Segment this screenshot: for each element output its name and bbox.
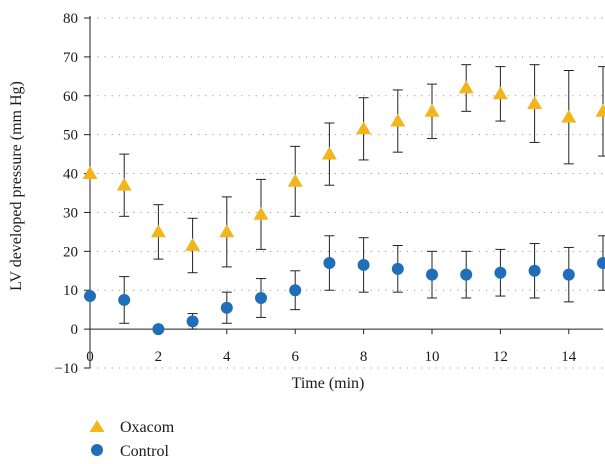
point-control [562, 268, 575, 281]
point-control [494, 266, 507, 279]
point-control [460, 268, 473, 281]
point-oxacom [356, 121, 372, 135]
x-axis-title: Time (min) [292, 375, 365, 392]
legend: Oxacom Control [89, 419, 175, 460]
point-oxacom [287, 173, 303, 187]
point-oxacom [253, 206, 269, 220]
point-control [186, 315, 199, 328]
x-tick-label: 8 [360, 349, 368, 365]
point-oxacom [527, 96, 543, 109]
point-control [220, 301, 233, 314]
y-tick-label: 80 [63, 11, 78, 27]
legend-label-oxacom: Oxacom [120, 419, 175, 436]
point-oxacom [492, 86, 508, 100]
y-tick-label: 20 [63, 244, 78, 260]
point-oxacom [150, 224, 166, 238]
x-tick-label: 14 [561, 349, 577, 365]
point-oxacom [219, 224, 235, 238]
x-tick-label: 4 [223, 349, 231, 365]
y-tick-label: −10 [55, 361, 78, 377]
point-control [118, 293, 131, 306]
point-control [597, 257, 605, 269]
point-control [289, 284, 302, 297]
y-tick-label: 0 [71, 322, 79, 338]
point-oxacom [561, 109, 577, 123]
point-oxacom [424, 103, 440, 117]
x-tick-label: 0 [86, 349, 94, 365]
x-tick-label: 2 [155, 349, 163, 365]
point-control [255, 292, 267, 304]
y-tick-label: 30 [63, 205, 78, 221]
y-tick-label: 70 [63, 50, 78, 66]
legend-marker-oxacom [89, 420, 105, 432]
point-control [391, 262, 404, 275]
point-control [528, 264, 541, 277]
tick-labels: −10 0 10 20 30 40 50 60 70 80 0 2 4 6 8 10 12 14 [55, 11, 577, 377]
grid [90, 17, 603, 369]
point-oxacom [321, 146, 337, 160]
x-tick-label: 10 [425, 349, 440, 365]
y-tick-label: 50 [63, 128, 78, 144]
y-tick-label: 60 [63, 89, 78, 105]
axes [84, 16, 603, 369]
point-oxacom [185, 238, 201, 251]
x-tick-label: 12 [493, 349, 508, 365]
y-tick-label: 10 [63, 283, 78, 299]
y-tick-label: 40 [63, 167, 78, 183]
point-control [323, 257, 336, 269]
y-axis-title: LV developed pressure (mm Hg) [8, 81, 25, 291]
legend-marker-control [91, 444, 103, 456]
x-tick-label: 6 [291, 349, 299, 365]
point-oxacom [595, 103, 605, 117]
point-oxacom [390, 113, 406, 127]
point-oxacom [82, 166, 98, 179]
legend-label-control: Control [120, 443, 169, 460]
data-points [82, 80, 605, 336]
point-control [426, 268, 438, 281]
point-oxacom [116, 177, 132, 191]
point-control [357, 258, 370, 271]
point-control [84, 290, 96, 303]
point-control [152, 323, 165, 336]
point-oxacom [458, 80, 474, 94]
